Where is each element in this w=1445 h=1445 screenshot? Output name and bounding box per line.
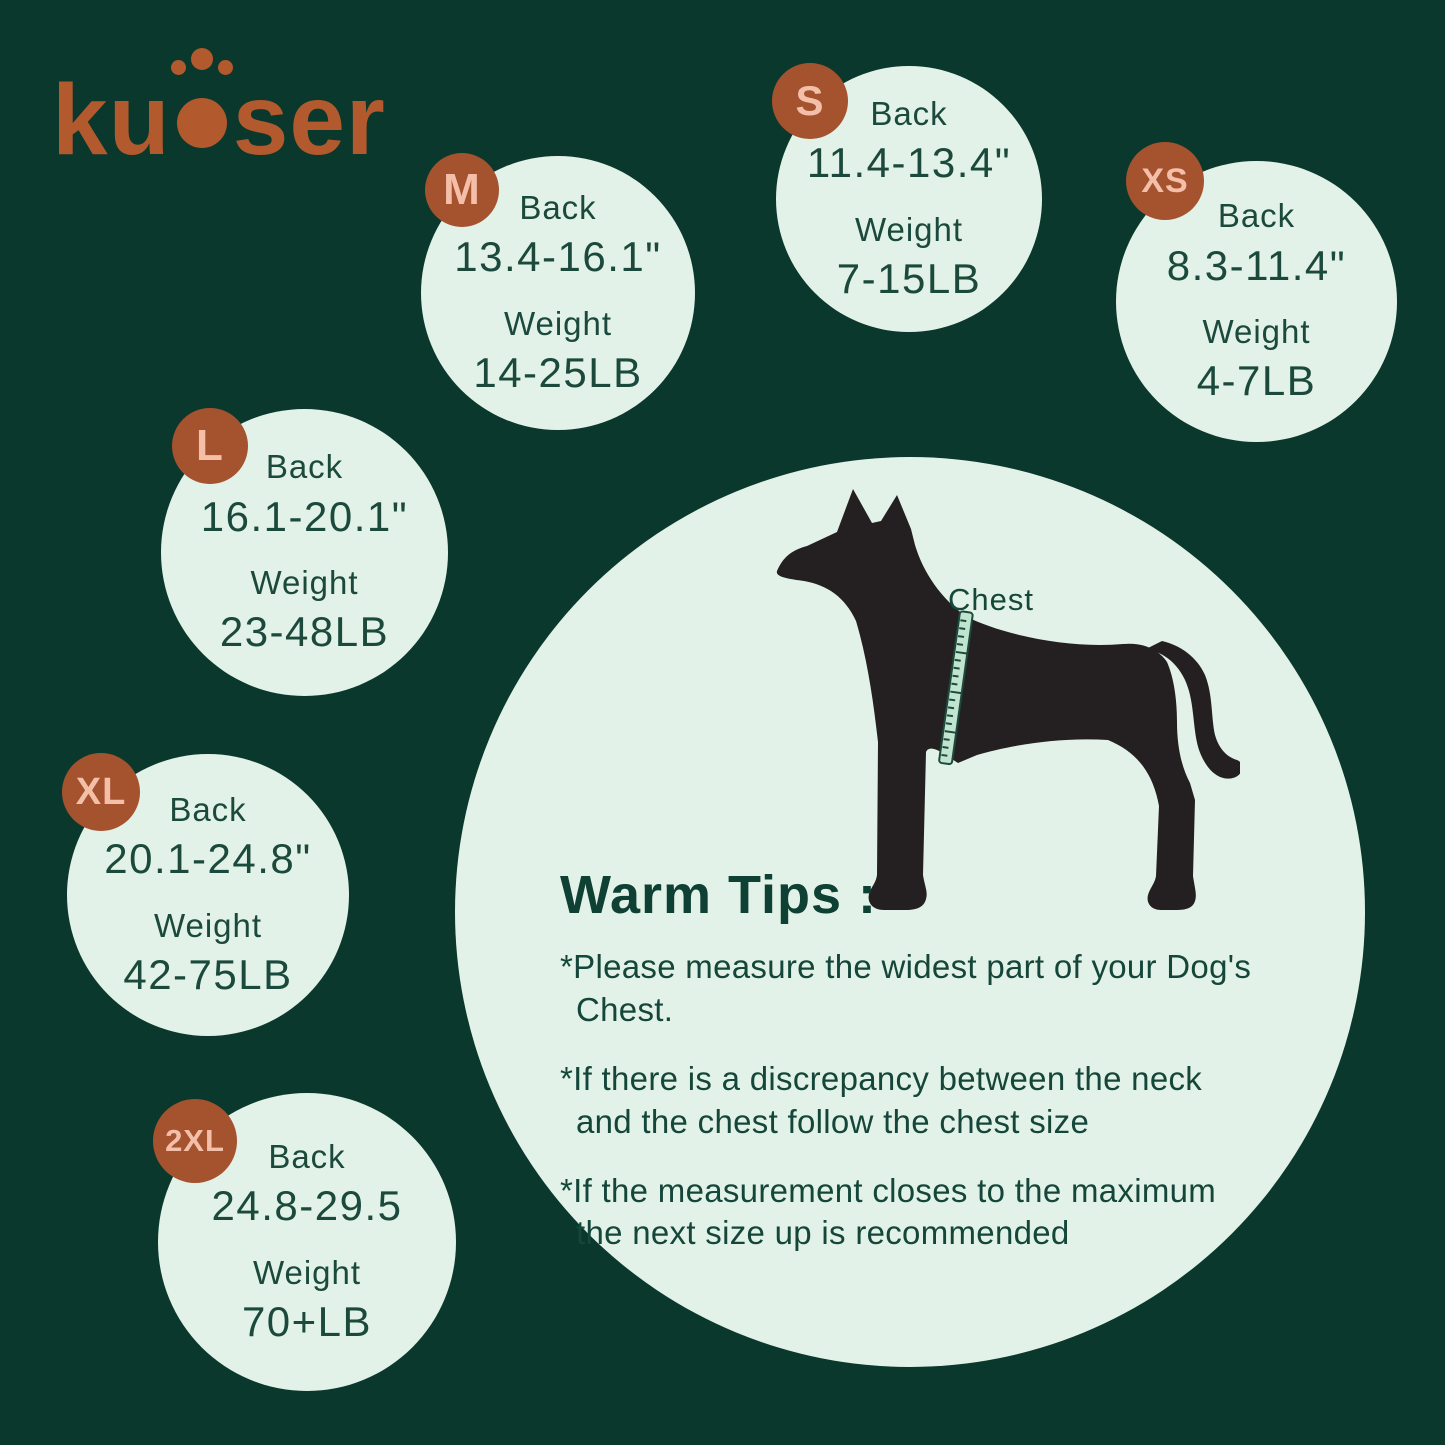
size-bubble-l-text: Back 16.1-20.1" Weight 23-48LB bbox=[161, 409, 448, 696]
back-range: 24.8-29.5 bbox=[211, 1182, 403, 1229]
back-label: Back bbox=[265, 448, 344, 486]
size-badge-s: S bbox=[772, 63, 848, 139]
back-range: 16.1-20.1" bbox=[200, 492, 409, 540]
weight-label: Weight bbox=[1202, 313, 1311, 350]
weight-range: 42-75LB bbox=[123, 950, 293, 998]
back-label: Back bbox=[1217, 197, 1296, 235]
back-range: 11.4-13.4" bbox=[806, 139, 1012, 186]
back-label: Back bbox=[870, 94, 948, 132]
logo-text-right: ser bbox=[232, 64, 386, 176]
back-range: 20.1-24.8" bbox=[104, 835, 312, 882]
size-badge-xl: XL bbox=[62, 753, 140, 831]
size-badge-2xl: 2XL bbox=[153, 1099, 237, 1183]
size-badge-xs: XS bbox=[1126, 142, 1204, 220]
size-bubble-2xl-text: Back 24.8-29.5 Weight 70+LB bbox=[158, 1093, 456, 1391]
back-label: Back bbox=[519, 188, 597, 226]
back-label: Back bbox=[268, 1137, 346, 1175]
size-bubble-s-text: Back 11.4-13.4" Weight 7-15LB bbox=[776, 66, 1042, 332]
brand-logo: ku ser bbox=[52, 48, 386, 170]
back-label: Back bbox=[169, 790, 247, 828]
weight-label: Weight bbox=[854, 210, 964, 248]
weight-range: 4-7LB bbox=[1196, 357, 1317, 405]
chest-label: Chest bbox=[948, 582, 1034, 617]
back-range: 13.4-16.1" bbox=[454, 233, 662, 280]
warm-tip-2: *If there is a discrepancy between the n… bbox=[560, 1059, 1203, 1140]
dog-silhouette bbox=[776, 489, 1240, 910]
size-bubble-xl-text: Back 20.1-24.8" Weight 42-75LB bbox=[67, 754, 349, 1036]
paw-toe-left bbox=[170, 60, 186, 75]
weight-range: 14-25LB bbox=[473, 348, 643, 396]
back-range: 8.3-11.4" bbox=[1166, 241, 1347, 289]
size-bubble-m-text: Back 13.4-16.1" Weight 14-25LB bbox=[421, 156, 695, 430]
paw-pad bbox=[176, 98, 227, 148]
weight-range: 70+LB bbox=[241, 1297, 373, 1345]
warm-tip-3: *If the measurement closes to the maximu… bbox=[560, 1171, 1217, 1252]
size-badge-m: M bbox=[425, 153, 499, 227]
logo-text-left: ku bbox=[52, 64, 171, 176]
weight-label: Weight bbox=[503, 304, 613, 342]
weight-label: Weight bbox=[250, 564, 359, 601]
weight-label: Weight bbox=[153, 906, 263, 944]
size-bubble-s: Back 11.4-13.4" Weight 7-15LB bbox=[776, 66, 1042, 332]
weight-range: 23-48LB bbox=[219, 608, 390, 656]
warm-tips-title: Warm Tips : bbox=[560, 865, 878, 925]
paw-print-icon bbox=[170, 48, 233, 148]
paw-toe-middle bbox=[190, 48, 213, 70]
size-bubble-xs-text: Back 8.3-11.4" Weight 4-7LB bbox=[1116, 161, 1397, 442]
warm-tips-block: Warm Tips : *Please measure the widest p… bbox=[560, 864, 1260, 1281]
weight-label: Weight bbox=[252, 1253, 362, 1291]
size-bubble-m: Back 13.4-16.1" Weight 14-25LB bbox=[421, 156, 695, 430]
weight-range: 7-15LB bbox=[836, 254, 982, 302]
tape-measure-icon bbox=[938, 610, 974, 766]
size-badge-l: L bbox=[172, 408, 248, 484]
paw-toe-right bbox=[217, 60, 233, 75]
warm-tip-1: *Please measure the widest part of your … bbox=[560, 948, 1252, 1028]
